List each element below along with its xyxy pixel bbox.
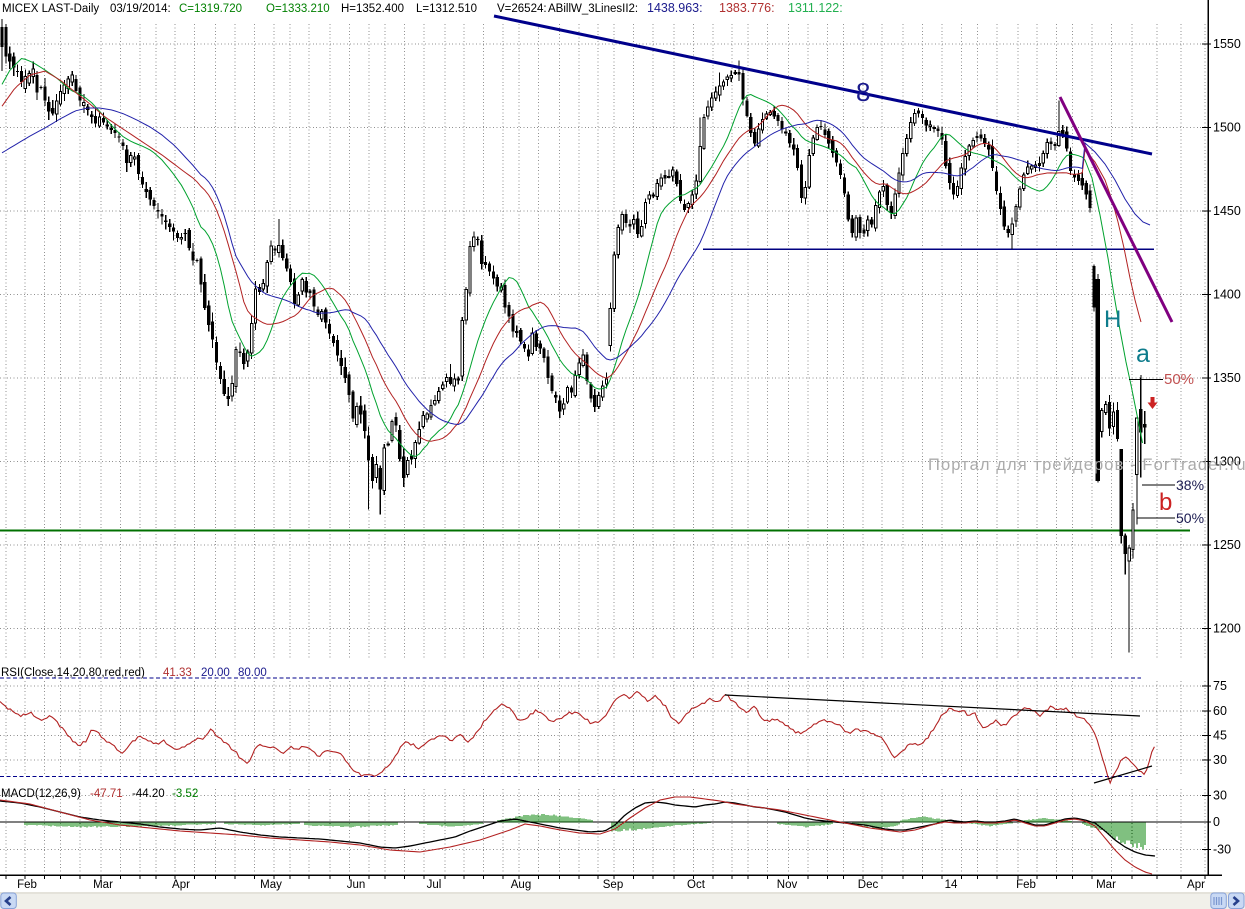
svg-text:60: 60 bbox=[1213, 704, 1227, 718]
svg-text:L=1312.510: L=1312.510 bbox=[416, 3, 477, 15]
svg-text:H: H bbox=[1104, 306, 1121, 333]
svg-text:45: 45 bbox=[1213, 729, 1227, 743]
svg-text:1383.776:: 1383.776: bbox=[719, 1, 775, 15]
svg-text:Mar: Mar bbox=[93, 879, 113, 891]
svg-text:50%: 50% bbox=[1176, 510, 1204, 526]
svg-text:1438.963:: 1438.963: bbox=[647, 1, 703, 15]
svg-text:-30: -30 bbox=[1213, 843, 1231, 857]
svg-text:Oct: Oct bbox=[687, 879, 706, 891]
svg-text:50%: 50% bbox=[1164, 371, 1194, 388]
svg-text:b: b bbox=[1159, 489, 1172, 516]
svg-text:ABillW_3LinesII2:: ABillW_3LinesII2: bbox=[548, 3, 638, 15]
svg-text:8: 8 bbox=[856, 77, 870, 107]
svg-text:Feb: Feb bbox=[1016, 879, 1036, 891]
svg-text:75: 75 bbox=[1213, 679, 1227, 693]
svg-text:Jul: Jul bbox=[427, 879, 442, 891]
svg-text:a: a bbox=[1136, 340, 1150, 368]
svg-text:Sep: Sep bbox=[603, 879, 623, 891]
svg-text:Apr: Apr bbox=[172, 879, 190, 891]
svg-text:1550: 1550 bbox=[1213, 37, 1241, 51]
svg-text:38%: 38% bbox=[1176, 477, 1204, 493]
svg-text:14: 14 bbox=[945, 879, 958, 891]
svg-text:Jun: Jun bbox=[347, 879, 366, 891]
svg-text:03/19/2014:: 03/19/2014: bbox=[110, 3, 171, 15]
svg-text:MICEX LAST-Daily: MICEX LAST-Daily bbox=[2, 3, 99, 15]
svg-text:1300: 1300 bbox=[1213, 455, 1241, 469]
svg-text:Dec: Dec bbox=[858, 879, 879, 891]
svg-text:41.33: 41.33 bbox=[163, 667, 192, 679]
svg-text:-3.52: -3.52 bbox=[172, 788, 198, 800]
svg-text:1200: 1200 bbox=[1213, 622, 1241, 636]
svg-text:Apr: Apr bbox=[1187, 879, 1205, 891]
svg-text:Nov: Nov bbox=[777, 879, 798, 891]
svg-text:RSI(Close,14,20,80,red,red): RSI(Close,14,20,80,red,red) bbox=[1, 667, 145, 679]
svg-text:1311.122:: 1311.122: bbox=[788, 1, 843, 15]
svg-text:O=1333.210: O=1333.210 bbox=[266, 3, 330, 15]
svg-text:-47.71: -47.71 bbox=[90, 788, 123, 800]
svg-text:1350: 1350 bbox=[1213, 371, 1241, 385]
svg-text:C=1319.720: C=1319.720 bbox=[179, 3, 242, 15]
svg-text:30: 30 bbox=[1213, 789, 1227, 803]
svg-text:Портал для трейдеров - ForTrad: Портал для трейдеров - ForTrader.ru bbox=[928, 456, 1245, 474]
svg-text:1500: 1500 bbox=[1213, 121, 1241, 135]
svg-text:1250: 1250 bbox=[1213, 538, 1241, 552]
svg-text:1450: 1450 bbox=[1213, 204, 1241, 218]
svg-text:80.00: 80.00 bbox=[238, 667, 267, 679]
svg-text:V=26524:: V=26524: bbox=[497, 3, 547, 15]
svg-text:Feb: Feb bbox=[17, 879, 37, 891]
svg-text:May: May bbox=[260, 879, 282, 891]
svg-text:H=1352.400: H=1352.400 bbox=[341, 3, 404, 15]
svg-text:20.00: 20.00 bbox=[201, 667, 230, 679]
svg-text:MACD(12,26,9): MACD(12,26,9) bbox=[1, 788, 81, 800]
svg-text:1400: 1400 bbox=[1213, 288, 1241, 302]
svg-text:Aug: Aug bbox=[511, 879, 531, 891]
svg-text:0: 0 bbox=[1213, 815, 1220, 829]
svg-text:Mar: Mar bbox=[1096, 879, 1116, 891]
svg-text:-44.20: -44.20 bbox=[132, 788, 165, 800]
svg-text:30: 30 bbox=[1213, 753, 1227, 767]
